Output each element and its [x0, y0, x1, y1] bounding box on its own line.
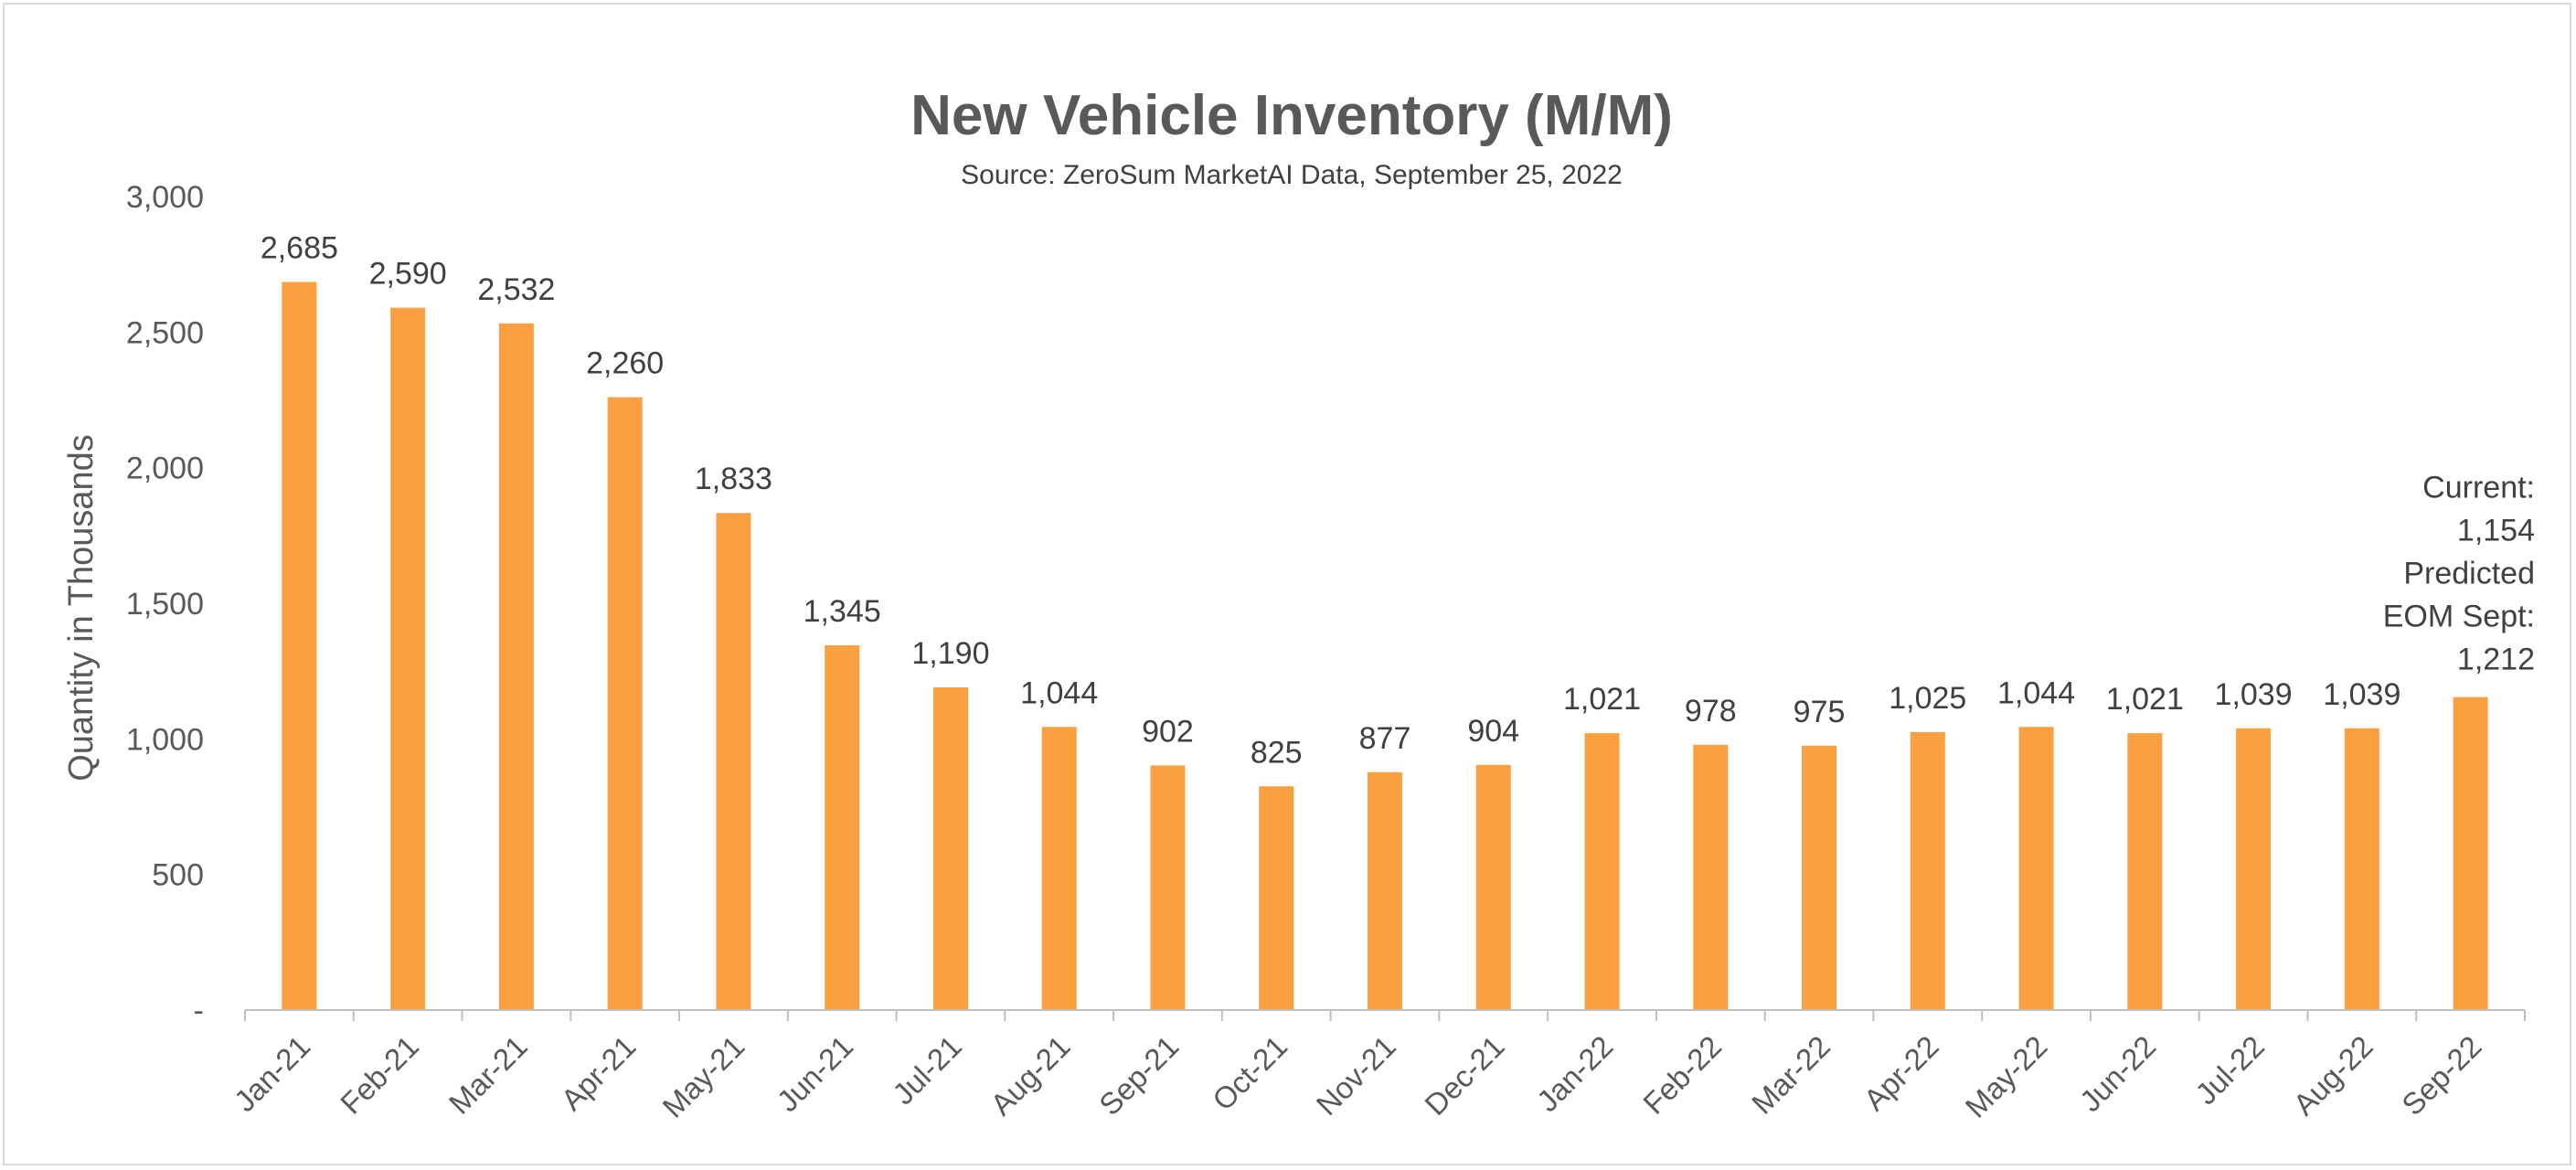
data-label: 2,590: [369, 257, 447, 292]
bar: [2127, 733, 2163, 1010]
x-tick-label: Dec-21: [1418, 1029, 1510, 1122]
x-tick-label: Jul-22: [2188, 1029, 2271, 1112]
data-label: 1,025: [1889, 681, 1966, 716]
x-tick-label: Apr-22: [1857, 1029, 1945, 1117]
data-label: 2,260: [586, 346, 664, 381]
bar: [1475, 764, 1511, 1010]
bar: [2018, 727, 2054, 1010]
chart-subtitle: Source: ZeroSum MarketAI Data, September…: [961, 160, 1623, 190]
data-labels: 2,685 2,590 2,532 2,260 1,833 1,345 1,190 1,044…: [261, 230, 2401, 770]
annotation-line: Current:: [2422, 471, 2535, 505]
x-tick-label: Aug-22: [2286, 1029, 2379, 1122]
data-label: 1,190: [911, 636, 989, 671]
y-axis-title: Quantity in Thousands: [62, 434, 101, 782]
bar: [716, 513, 751, 1010]
bar: [1910, 731, 1945, 1010]
x-tick-label: Mar-22: [1745, 1029, 1836, 1121]
data-label: 1,044: [1997, 675, 2075, 710]
annotation-line: 1,154: [2457, 514, 2535, 548]
bar: [390, 307, 426, 1011]
data-label: 978: [1685, 694, 1737, 729]
x-axis-labels: Jan-21 Feb-21 Mar-21 Apr-21 May-21 Jun-21 Jul-…: [228, 1029, 2488, 1124]
bar: [607, 397, 643, 1010]
x-tick-label: Oct-21: [1206, 1029, 1293, 1117]
data-label: 1,039: [2323, 677, 2400, 712]
y-tick-label: 1,500: [126, 587, 204, 622]
y-tick-label: -: [194, 994, 204, 1028]
bar: [2344, 728, 2379, 1010]
data-label: 877: [1359, 721, 1411, 756]
data-label: 2,532: [477, 272, 555, 307]
x-tick-label: Jan-21: [228, 1029, 317, 1119]
data-label: 825: [1251, 735, 1303, 770]
annotation-line: Predicted: [2403, 557, 2535, 591]
x-tick-label: Sep-22: [2395, 1029, 2487, 1122]
data-label: 2,685: [261, 230, 338, 265]
bar: [498, 323, 534, 1011]
y-tick-label: 500: [152, 858, 204, 893]
x-tick-label: Jun-22: [2073, 1029, 2163, 1119]
bar: [932, 686, 968, 1010]
x-tick-label: Nov-21: [1310, 1029, 1402, 1122]
bar: [2453, 697, 2488, 1010]
data-label: 904: [1467, 714, 1519, 749]
bar: [282, 282, 317, 1010]
bars: [282, 282, 2488, 1011]
x-tick-label: Apr-21: [554, 1029, 642, 1117]
y-axis-ticks: - 500 1,000 1,500 2,000 2,500 3,000: [126, 180, 204, 1028]
x-tick-label: Aug-21: [984, 1029, 1076, 1122]
data-label: 1,021: [1563, 682, 1641, 717]
x-tick-label: Sep-21: [1092, 1029, 1185, 1122]
data-label: 975: [1794, 695, 1846, 729]
data-label: 902: [1142, 714, 1194, 749]
data-label: 1,345: [804, 594, 881, 629]
bar: [1802, 745, 1837, 1010]
x-tick-label: Feb-21: [334, 1029, 425, 1121]
y-tick-label: 2,000: [126, 452, 204, 486]
bar-chart: New Vehicle Inventory (M/M) Source: Zero…: [62, 84, 2535, 1124]
bar: [1584, 733, 1620, 1010]
x-tick-label: Jan-22: [1530, 1029, 1620, 1119]
bar: [1368, 771, 1402, 1010]
annotation: Current: 1,154 Predicted EOM Sept: 1,212: [2383, 471, 2535, 677]
data-label: 1,021: [2106, 682, 2184, 717]
x-tick-label: Mar-21: [442, 1029, 534, 1121]
x-tick-label: Jul-21: [886, 1029, 968, 1112]
x-tick-label: Jun-21: [771, 1029, 860, 1119]
x-tick-label: Feb-22: [1636, 1029, 1728, 1121]
data-label: 1,039: [2215, 677, 2293, 712]
bar: [1693, 744, 1729, 1010]
chart-frame: New Vehicle Inventory (M/M) Source: Zero…: [3, 3, 2571, 1165]
x-tick-label: May-22: [1959, 1029, 2054, 1124]
bar: [1259, 786, 1294, 1010]
data-label: 1,044: [1020, 675, 1098, 710]
y-tick-label: 2,500: [126, 315, 204, 350]
annotation-line: 1,212: [2457, 643, 2535, 677]
x-axis-ticks: [244, 1010, 2526, 1021]
y-tick-label: 3,000: [126, 180, 204, 215]
x-tick-label: May-21: [655, 1029, 750, 1124]
annotation-line: EOM Sept:: [2383, 600, 2535, 634]
bar: [825, 644, 860, 1010]
bar: [1041, 727, 1077, 1010]
data-label: 1,833: [695, 462, 772, 496]
bar: [1150, 765, 1186, 1010]
bar: [2236, 728, 2272, 1010]
chart-title: New Vehicle Inventory (M/M): [910, 84, 1673, 147]
y-tick-label: 1,000: [126, 722, 204, 757]
